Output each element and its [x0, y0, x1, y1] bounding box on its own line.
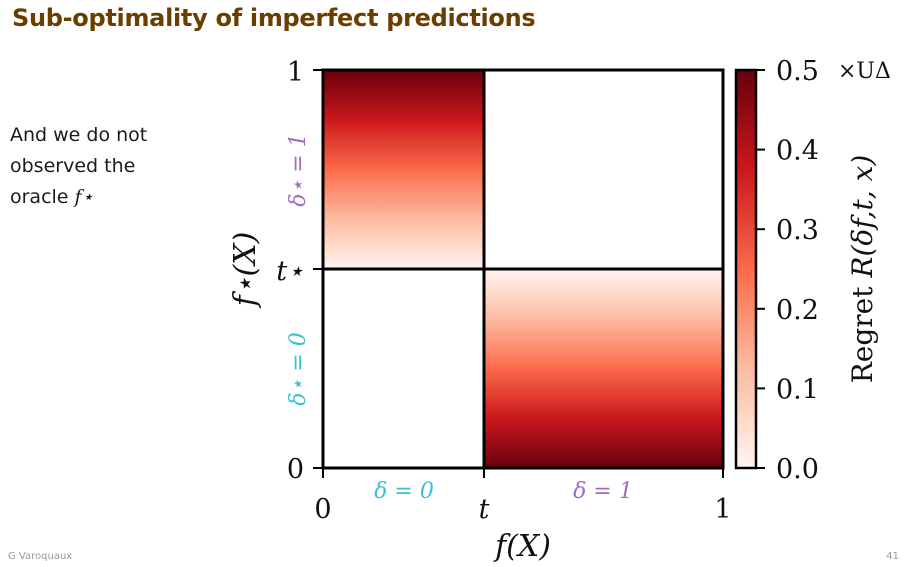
y-tick-label-0: 0 [287, 454, 304, 485]
y-tick-label-tstar: t⋆ [276, 256, 304, 287]
colorbar-multiplier: ×UΔ [838, 59, 891, 84]
colorbar-tick-label: 0.5 [776, 56, 819, 87]
side-note: And we do not observed the oracle f⋆ [10, 120, 200, 213]
x-axis-label: f(X) [493, 529, 551, 564]
region-bottom-right [484, 269, 723, 468]
note-line-2: observed the [10, 155, 136, 177]
oracle-symbol: f⋆ [74, 186, 94, 208]
label-delta-0: δ = 0 [374, 479, 434, 504]
note-line-1: And we do not [10, 124, 148, 146]
label-delta-star-0: δ⋆ = 0 [286, 332, 311, 405]
y-tick-label-1: 1 [287, 57, 304, 88]
colorbar-tick-label: 0.4 [776, 136, 819, 167]
region-top-right [484, 70, 723, 269]
colorbar-tick-label: 0.1 [776, 374, 819, 405]
colorbar-tick-label: 0.2 [776, 295, 819, 326]
colorbar-label: Regret R(δf,t, x) [846, 155, 879, 384]
colorbar-ticks: 0.0 0.1 0.2 0.3 0.4 0.5 [756, 56, 819, 485]
x-tick-label-0: 0 [314, 494, 331, 525]
colorbar-label-symbol: R(δf,t, x) [846, 155, 879, 279]
label-delta-star-1: δ⋆ = 1 [286, 133, 311, 206]
colorbar-tick-label: 0.3 [776, 215, 819, 246]
colorbar-frame [734, 68, 758, 470]
x-tick-label-t: t [479, 494, 490, 525]
footer-author: G Varoquaux [8, 551, 73, 562]
colorbar-label-prefix: Regret [846, 278, 879, 384]
label-delta-1: δ = 1 [573, 479, 633, 504]
y-axis-label: f⋆(X) [228, 232, 263, 309]
note-line-3-text: oracle [10, 186, 75, 208]
colorbar-tick-label: 0.0 [776, 454, 819, 485]
region-bottom-left [323, 269, 484, 468]
footer-page-number: 41 [886, 551, 899, 562]
x-tick-label-1: 1 [714, 494, 731, 525]
colorbar [736, 70, 756, 468]
slide-title: Sub-optimality of imperfect predictions [12, 4, 536, 32]
region-top-left [323, 70, 484, 269]
note-line-3: oracle f⋆ [10, 182, 200, 213]
